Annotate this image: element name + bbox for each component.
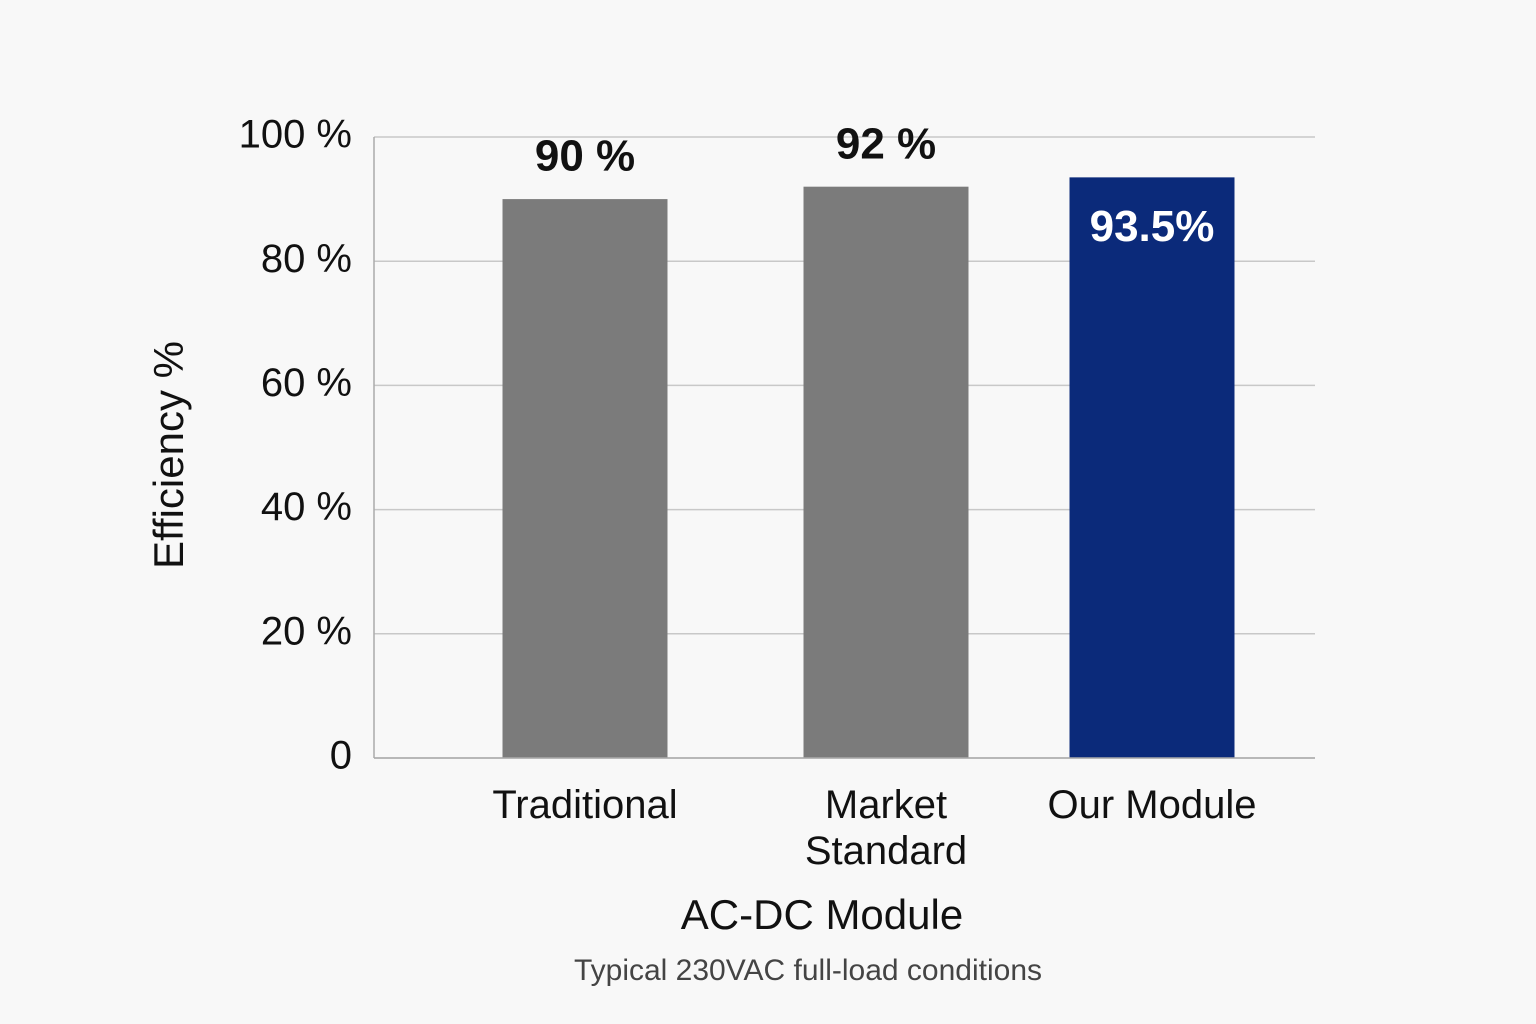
bar bbox=[1069, 177, 1235, 759]
x-tick-label: Market Standard bbox=[804, 783, 968, 873]
y-tick-label: 40 % bbox=[261, 485, 352, 529]
y-tick-label: 80 % bbox=[261, 237, 352, 281]
y-axis-title: Efficiency % bbox=[145, 341, 192, 569]
note: Typical 230VAC full-load conditions bbox=[574, 954, 1042, 987]
y-tick-label: 0 bbox=[330, 734, 352, 778]
data-label: 90 % bbox=[535, 132, 635, 181]
x-axis-title: AC-DC Module bbox=[681, 891, 963, 938]
x-tick-label: Traditional bbox=[492, 783, 678, 827]
data-label: 92 % bbox=[836, 119, 936, 168]
data-label: 93.5% bbox=[1090, 202, 1215, 251]
bar bbox=[803, 186, 969, 758]
y-tick-label: 20 % bbox=[261, 609, 352, 653]
y-tick-label: 60 % bbox=[261, 361, 352, 405]
bar bbox=[502, 199, 668, 759]
y-tick-label: 100 % bbox=[239, 113, 352, 157]
x-tick-label: Our Module bbox=[1047, 783, 1257, 827]
